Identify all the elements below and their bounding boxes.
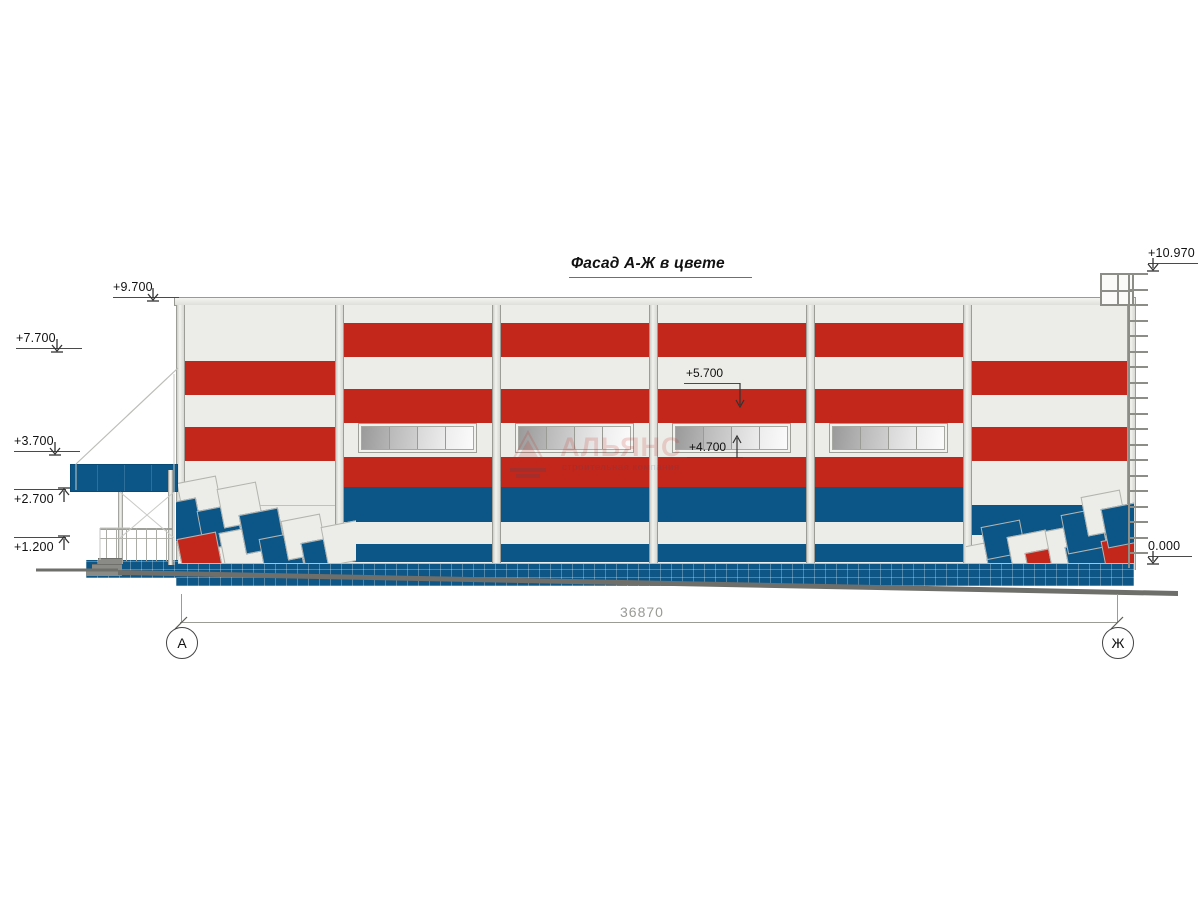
level-mark-5700-rule [684,383,740,384]
elevation-tick [1128,366,1148,368]
ribbon-window [358,423,477,453]
level-mark-3700-rule [14,451,80,452]
level-mark-10970-rule [1148,263,1198,264]
elevation-tick [1128,304,1148,306]
axis-bubble-zh: Ж [1102,627,1134,659]
ribbon-window [672,423,791,453]
facade-mullion [649,305,658,570]
level-mark-9700-rule [113,297,179,298]
facade-mullion [492,305,501,570]
facade-mullion [806,305,815,570]
level-mark-4700-label: +4.700 [689,440,727,454]
facade-edge-mullion [176,305,185,570]
elevation-tick [1128,350,1148,353]
elevation-tick [1128,490,1148,492]
overall-dimension-line [180,622,1118,623]
checker-decor-left [176,473,356,570]
elevation-tick [1128,474,1148,477]
level-mark-10970-arrow [1147,258,1159,272]
elevation-tick [1128,536,1148,539]
level-mark-0000-label: 0.000 [1148,539,1181,553]
facade-mullion [335,305,344,570]
elevation-tick [1128,381,1148,384]
level-mark-3700-label: +3.700 [14,434,54,448]
facade-mullion [963,305,972,570]
level-mark-9700-arrow [147,288,159,302]
overall-dimension-label: 36870 [620,604,664,620]
level-mark-7700-label: +7.700 [16,331,56,345]
axis-bubble-a: А [166,627,198,659]
level-mark-4700-rule [687,457,743,458]
level-mark-5700-arrow [735,383,745,409]
level-mark-1200-arrow [58,535,70,550]
level-mark-3700-arrow [49,442,61,456]
level-mark-1200-label: +1.200 [14,540,54,554]
level-mark-2700-arrow [58,487,70,502]
level-mark-2700-rule [14,489,66,490]
entrance-step [98,558,122,564]
level-mark-0000-arrow [1147,551,1159,565]
entrance-step [92,564,122,570]
axis-bubble-a-label: А [177,635,187,651]
level-mark-2700-label: +2.700 [14,492,54,506]
level-mark-5700-label: +5.700 [686,366,724,380]
axis-stem-right [1117,594,1118,622]
level-mark-7700-rule [16,348,82,349]
elevation-tick [1128,412,1148,415]
elevation-tick [1128,459,1148,461]
level-mark-10970-label: +10.970 [1148,246,1195,260]
level-mark-7700-arrow [51,339,63,353]
ribbon-window [515,423,634,453]
porch-brace-lines [75,367,179,565]
facade-edge-mullion [1127,305,1136,570]
level-mark-1200-rule [14,537,66,538]
building-facade [176,305,1136,570]
axis-stem-left [181,594,182,622]
elevation-tick [1128,397,1148,399]
elevation-tick [1128,443,1148,446]
elevation-tick [1128,273,1148,275]
porch-railing [100,528,172,561]
canopy-post [168,470,173,565]
drawing-title: Фасад А-Ж в цвете [571,255,725,272]
entrance-canopy [70,464,178,492]
elevation-tick [1128,288,1148,291]
elevation-tick [1128,505,1148,508]
elevation-tick-ladder [1128,273,1150,568]
level-mark-0000-rule [1148,556,1192,557]
axis-bubble-zh-label: Ж [1111,635,1125,651]
ribbon-window [829,423,948,453]
checker-decor-right [966,473,1134,570]
drawing-title-underline [569,277,752,278]
level-mark-4700-arrow [732,434,742,458]
elevation-tick [1128,428,1148,430]
elevation-tick [1128,335,1148,337]
elevation-tick [1128,319,1148,322]
level-mark-9700-label: +9.700 [113,280,153,294]
ground-line [36,568,1178,596]
elevation-tick [1128,552,1148,554]
elevation-tick [1128,521,1148,523]
